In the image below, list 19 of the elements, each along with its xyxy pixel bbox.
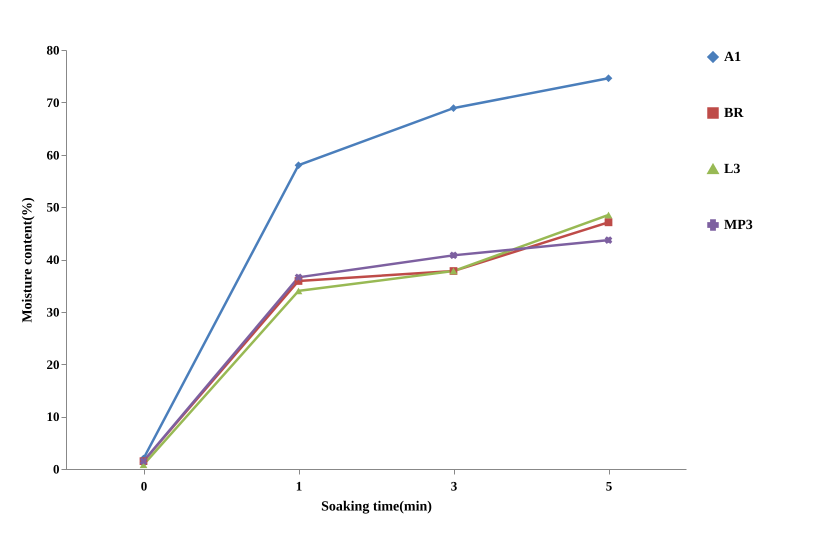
x-tick-label: 1 — [296, 478, 302, 494]
y-tick-label: 0 — [53, 462, 60, 476]
y-tick-label: 40 — [46, 252, 60, 267]
y-tick-label: 50 — [46, 200, 60, 215]
x-tick-label: 0 — [140, 478, 148, 494]
legend-label: BR — [724, 106, 744, 121]
y-axis-title: Moisture content(%) — [20, 197, 36, 323]
x-axis-title: Soaking time(min) — [321, 500, 432, 514]
x-tick-label: 5 — [606, 478, 613, 494]
x-tick-label: 3 — [450, 478, 458, 494]
legend-label: L3 — [724, 162, 740, 177]
y-tick-label: 10 — [46, 409, 60, 424]
legend-label: MP3 — [724, 218, 753, 233]
y-tick-label: 70 — [46, 94, 60, 110]
y-tick-label: 20 — [46, 356, 60, 372]
y-tick-label: 60 — [46, 147, 60, 162]
y-tick-label: 80 — [46, 42, 60, 58]
y-tick-label: 30 — [46, 304, 60, 320]
legend-label: A1 — [724, 50, 742, 65]
